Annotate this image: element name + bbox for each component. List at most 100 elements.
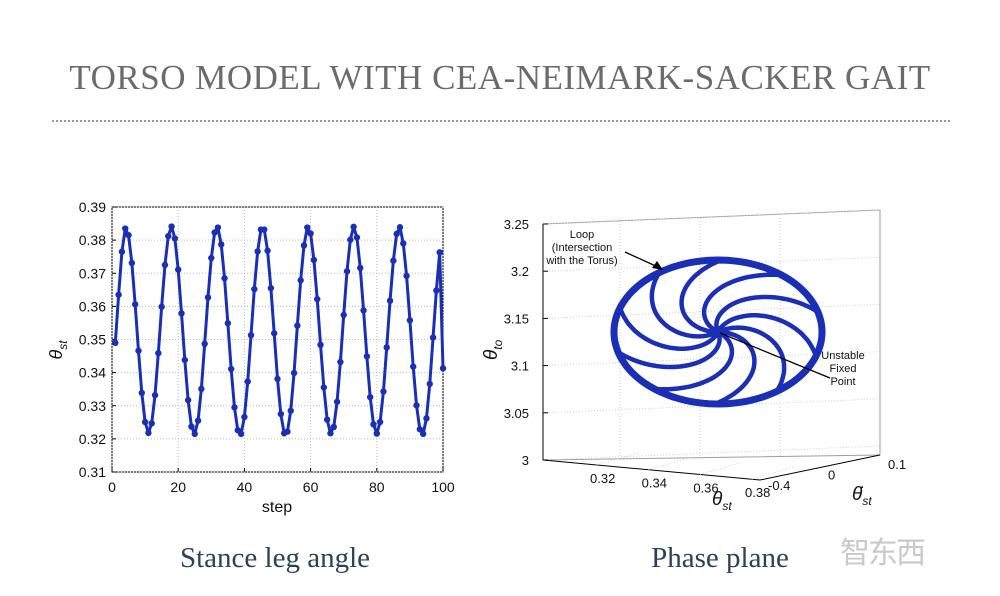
x-grid-line <box>648 457 691 471</box>
data-point <box>376 418 384 426</box>
fixed-point-annotation-line: Unstable <box>821 350 864 362</box>
fixed-point-annotation-line: Point <box>830 376 855 388</box>
data-point <box>416 426 424 433</box>
data-point <box>254 248 261 255</box>
spiral-arm <box>701 272 784 335</box>
z-tick-label: 3.15 <box>504 311 529 326</box>
data-point <box>141 418 149 426</box>
data-point <box>350 223 357 231</box>
y-axis-label: θst <box>46 340 70 360</box>
y-tick-label: -0.4 <box>768 478 790 493</box>
x-grid-line <box>751 466 794 480</box>
data-point <box>406 317 414 324</box>
data-point <box>380 388 387 395</box>
data-point <box>194 417 202 424</box>
data-point <box>390 257 397 264</box>
data-point <box>184 396 192 404</box>
y-tick-label: 0.33 <box>79 398 106 414</box>
data-point <box>294 322 301 329</box>
title-divider <box>52 120 950 122</box>
data-point <box>327 430 334 437</box>
z-tick-label: 3 <box>522 453 529 468</box>
data-point <box>158 303 165 310</box>
data-point <box>307 230 314 237</box>
z-tick-labels: 3 3.05 3.1 3.15 3.2 3.25 <box>504 217 529 468</box>
z-tick-label: 3.2 <box>511 264 529 279</box>
y-tick-label: 0.35 <box>79 332 106 348</box>
data-point <box>171 235 179 242</box>
data-point <box>148 420 155 427</box>
spiral-arm <box>617 305 721 351</box>
y-tick-labels: 0.31 0.32 0.33 0.34 0.35 0.36 0.37 0.38 0.39 <box>79 199 106 480</box>
data-point <box>131 301 139 308</box>
data-point <box>300 242 308 249</box>
y-tick-label: 0 <box>828 468 835 483</box>
phase-plane-plot: 3 3.05 3.1 3.15 3.2 3.25 0.32 0.34 0.36 0.38 0.1… <box>481 209 906 513</box>
x-tick-label: 0.34 <box>642 476 667 491</box>
spiral-arm <box>615 329 722 370</box>
loop-annotation-line: Loop <box>570 229 594 241</box>
data-point <box>267 284 275 292</box>
spiral-arm <box>715 313 819 359</box>
data-point <box>413 402 420 409</box>
data-point <box>340 311 347 319</box>
y-tick-label: 0.34 <box>79 365 106 381</box>
loop-curve <box>610 256 826 408</box>
data-point <box>231 404 238 411</box>
x-tick-label: 0.36 <box>693 480 718 495</box>
data-point <box>320 384 328 391</box>
x-grid-line <box>596 452 639 466</box>
spiral-arm <box>712 329 757 407</box>
slide-title: TORSO MODEL WITH CEA-NEIMARK-SACKER GAIT <box>69 58 931 97</box>
z-tick-label: 3.25 <box>504 217 529 232</box>
data-point <box>373 430 380 437</box>
data-point <box>191 430 198 438</box>
y-tick-label: 0.32 <box>79 431 106 447</box>
data-point <box>419 430 427 438</box>
y-axis-label: θ̇st <box>852 484 872 508</box>
y-tick-label: 0.39 <box>79 199 106 215</box>
data-point <box>218 241 225 248</box>
x-tick-label: 80 <box>369 479 385 495</box>
y-tick-label: 0.31 <box>79 464 106 480</box>
data-point <box>115 291 122 298</box>
x-tick-label: 0 <box>108 479 116 495</box>
data-point <box>317 341 324 348</box>
data-point <box>400 240 407 247</box>
data-point <box>403 272 410 280</box>
data-point <box>165 232 172 240</box>
data-point <box>284 428 291 435</box>
watermark-logo: 智东西 <box>840 536 926 571</box>
data-point <box>204 294 212 301</box>
data-point <box>347 236 354 243</box>
data-point <box>237 430 245 438</box>
fixed-point <box>712 326 724 338</box>
data-point <box>270 330 278 337</box>
data-point <box>370 421 377 428</box>
data-point <box>244 378 251 385</box>
y-tick-label: 0.36 <box>79 298 106 314</box>
loop-annotation-line: with the Torus) <box>545 255 617 267</box>
x-tick-label: 60 <box>303 479 319 495</box>
data-point <box>198 385 205 393</box>
data-point <box>181 356 189 364</box>
data-point <box>161 261 169 269</box>
data-point <box>214 224 222 231</box>
front-edge-x <box>542 459 761 481</box>
y-tick-label: 0.37 <box>79 265 106 281</box>
data-point <box>337 358 344 366</box>
loop-arrowhead <box>652 261 663 270</box>
fixed-point-pointer <box>719 332 831 379</box>
series-polyline <box>113 225 445 436</box>
data-point <box>188 423 195 430</box>
data-point <box>290 369 298 377</box>
loop-annotation-line: (Intersection <box>552 242 613 254</box>
data-point <box>175 266 182 273</box>
data-point <box>274 375 281 383</box>
spiral-arm <box>715 325 787 394</box>
data-point <box>125 231 132 239</box>
y-tick-label: 0.38 <box>79 232 106 248</box>
data-point <box>128 259 136 267</box>
data-point <box>366 393 374 401</box>
